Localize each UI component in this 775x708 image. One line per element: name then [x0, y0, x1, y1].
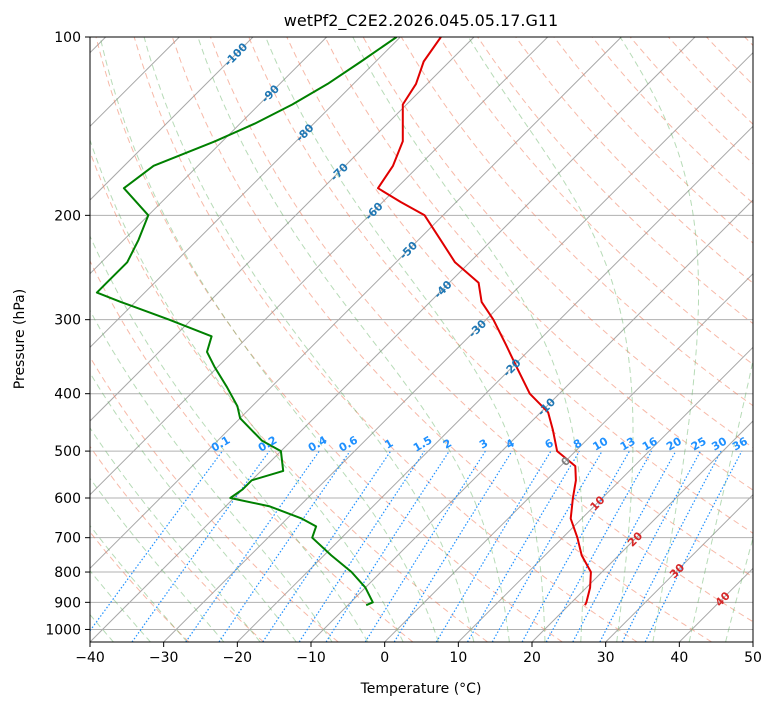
mixing-ratio-line	[218, 450, 351, 642]
dry-adiabat-line	[90, 445, 264, 642]
mixing-ratio-line	[298, 450, 425, 642]
temperature-line	[377, 37, 592, 606]
y-tick-label: 400	[54, 387, 81, 403]
isotherm-line	[236, 125, 753, 642]
isotherm-line	[90, 37, 622, 570]
moist-adiabat-line	[688, 358, 753, 642]
y-tick-label: 600	[54, 491, 81, 507]
y-tick-label: 800	[54, 565, 81, 581]
mixing-ratio-line	[435, 450, 552, 642]
x-tick-label: 10	[449, 650, 467, 666]
moist-adiabat-line	[619, 37, 699, 642]
x-tick-label: −40	[75, 650, 105, 666]
mixing-ratio-line	[90, 450, 223, 632]
isotherm-line	[90, 37, 549, 496]
y-tick-label: 1000	[45, 622, 81, 638]
dry-adiabat-line	[90, 259, 414, 642]
moist-adiabat-line	[90, 524, 188, 642]
x-tick-label: 40	[670, 650, 688, 666]
dry-adiabat-line	[171, 37, 712, 642]
moist-adiabat-line	[143, 37, 475, 642]
isotherm-line	[163, 51, 753, 642]
moist-adiabat-line	[197, 37, 510, 642]
y-tick-label: 500	[54, 444, 81, 460]
isotherm-line	[384, 272, 753, 642]
mixing-ratio-line	[545, 450, 653, 642]
moist-adiabat-line	[90, 371, 297, 642]
isotherm-line	[90, 37, 254, 201]
x-tick-label: 20	[523, 650, 541, 666]
x-tick-label: 0	[380, 650, 389, 666]
y-tick-label: 300	[54, 313, 81, 329]
mixing-ratio-line	[185, 450, 320, 642]
moist-adiabat-line	[90, 427, 261, 642]
mixing-ratio-line	[521, 450, 631, 642]
x-tick-label: −30	[149, 650, 179, 666]
mixing-ratio-line	[621, 450, 722, 642]
moist-adiabat-line	[467, 37, 634, 642]
moist-adiabat-line	[90, 235, 369, 642]
dry-adiabat-line	[133, 37, 638, 642]
mixing-ratio-line	[572, 450, 677, 642]
moist-adiabat-line	[99, 37, 439, 642]
y-tick-label: 900	[54, 595, 81, 611]
mixing-ratio-line	[364, 450, 486, 642]
y-tick-label: 700	[54, 531, 81, 547]
chart-title: wetPf2_C2E2.2026.045.05.17.G11	[284, 11, 558, 31]
isotherm-line	[90, 37, 696, 642]
dry-adiabat-line	[324, 37, 753, 491]
dry-adiabat-line	[210, 37, 753, 623]
isotherm-line	[90, 37, 475, 422]
moist-adiabat-line	[265, 37, 546, 642]
x-tick-label: −20	[223, 650, 253, 666]
y-tick-label: 100	[54, 30, 81, 46]
isotherm-line	[531, 420, 753, 642]
y-axis-label: Pressure (hPa)	[12, 289, 28, 389]
x-tick-label: 30	[597, 650, 615, 666]
isotherm-line	[457, 346, 753, 642]
dry-adiabat-line	[95, 37, 563, 642]
isotherm-line	[90, 37, 328, 275]
dry-adiabat-line	[515, 37, 753, 284]
x-tick-label: −10	[296, 650, 326, 666]
dewpoint-line	[95, 37, 398, 607]
moist-adiabat-line	[90, 138, 404, 642]
mixing-ratio-line	[131, 450, 270, 642]
mixing-ratio-line	[644, 450, 743, 642]
isotherm-line	[605, 493, 753, 642]
x-axis-label: Temperature (°C)	[360, 681, 482, 697]
mixing-ratio-line	[325, 450, 450, 642]
y-tick-label: 200	[54, 208, 81, 224]
background-lines	[90, 37, 753, 642]
isotherm-line	[90, 37, 401, 349]
axes: −40 −30 −20 −10 0 10 20 30 40 50 100 200 300 400 500 60…	[45, 30, 762, 666]
mixing-ratio-line	[262, 450, 392, 642]
x-tick-label: 50	[744, 650, 762, 666]
dry-adiabat-line	[248, 37, 753, 578]
moist-adiabat-line	[90, 309, 333, 642]
moist-adiabat-line	[725, 536, 753, 642]
plot-frame	[89, 36, 754, 643]
moist-adiabat-line	[90, 569, 151, 642]
dry-adiabat-line	[286, 37, 753, 534]
moist-adiabat-line	[352, 37, 584, 642]
sounding-traces	[95, 37, 592, 607]
mixing-ratio-line	[599, 450, 702, 642]
mixing-ratio-line	[393, 450, 513, 642]
moist-adiabat-line	[90, 477, 225, 642]
